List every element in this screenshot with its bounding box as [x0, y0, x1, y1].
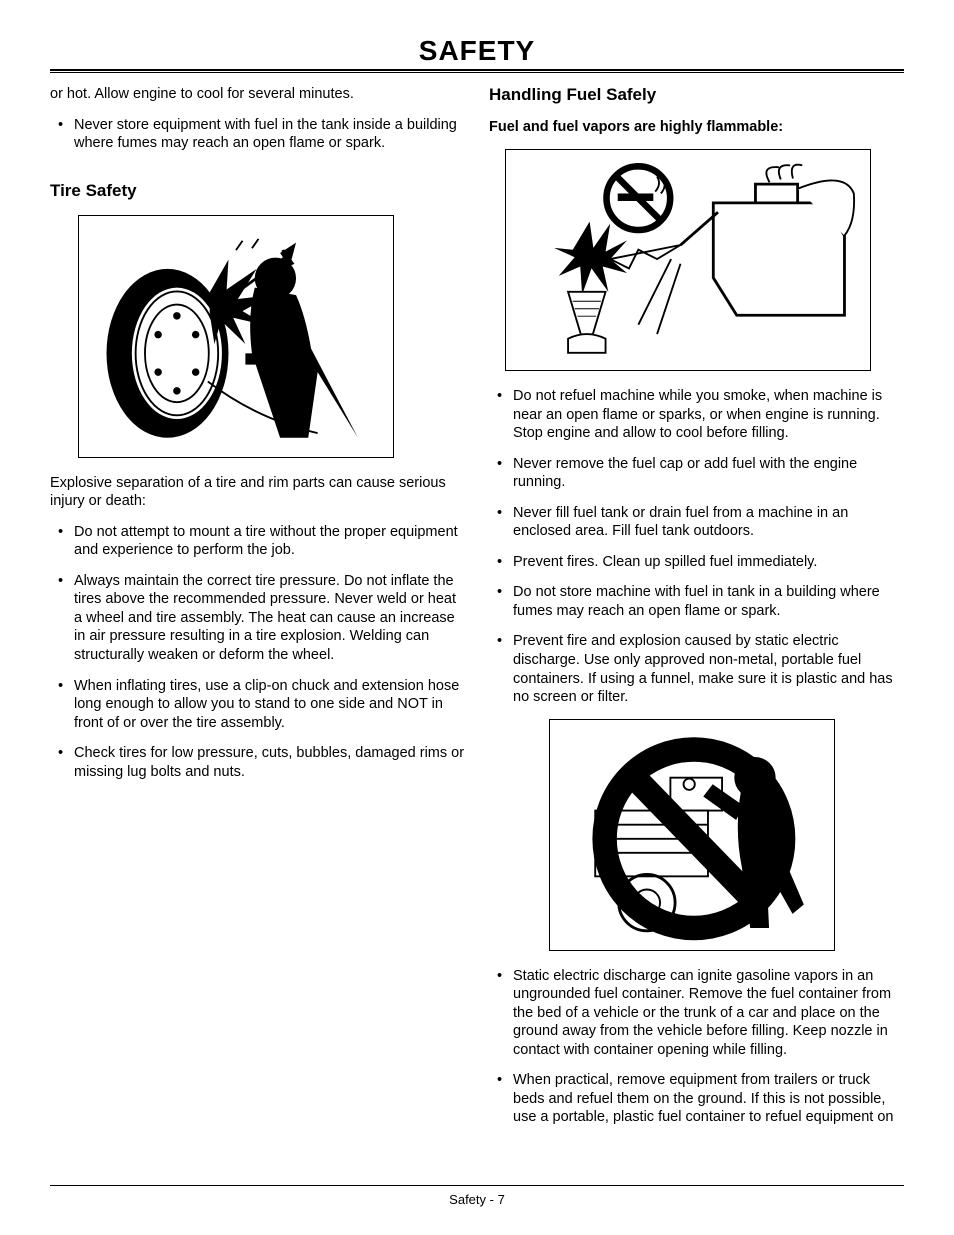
fuel-bot-bullet-0: Static electric discharge can ignite gas… [489, 967, 904, 1060]
fuel-top-bullet-4: Do not store machine with fuel in tank i… [489, 583, 904, 620]
fuel-top-bullet-5: Prevent fire and explosion caused by sta… [489, 632, 904, 706]
tire-explosion-figure [78, 215, 394, 458]
fuel-top-bullet-0: Do not refuel machine while you smoke, w… [489, 387, 904, 443]
tire-bullet-0: Do not attempt to mount a tire without t… [50, 523, 465, 560]
fuel-refill-icon [513, 156, 863, 364]
tire-safety-heading: Tire Safety [50, 181, 465, 201]
footer-text: Safety - 7 [449, 1192, 505, 1207]
fuel-prohibit-icon [557, 726, 827, 944]
fuel-lead: Fuel and fuel vapors are highly flammabl… [489, 119, 904, 135]
right-column: Handling Fuel Safely Fuel and fuel vapor… [489, 85, 904, 1167]
content-columns: or hot. Allow engine to cool for several… [50, 85, 904, 1167]
tire-bullet-3: Check tires for low pressure, cuts, bubb… [50, 744, 465, 781]
fuel-refill-figure [505, 149, 871, 371]
tire-lead-text: Explosive separation of a tire and rim p… [50, 474, 465, 511]
tire-bullet-1: Always maintain the correct tire pressur… [50, 572, 465, 665]
fuel-top-bullet-2: Never fill fuel tank or drain fuel from … [489, 504, 904, 541]
safety-page: SAFETY or hot. Allow engine to cool for … [0, 0, 954, 1235]
fuel-bot-bullet-1: When practical, remove equipment from tr… [489, 1071, 904, 1127]
bullet-storage: Never store equipment with fuel in the t… [50, 116, 465, 153]
fuel-top-bullet-1: Never remove the fuel cap or add fuel wi… [489, 455, 904, 492]
page-footer: Safety - 7 [50, 1185, 904, 1207]
title-rule [50, 69, 904, 73]
fuel-prohibit-figure [549, 719, 835, 951]
fuel-top-bullet-3: Prevent fires. Clean up spilled fuel imm… [489, 553, 904, 572]
continuation-text: or hot. Allow engine to cool for several… [50, 85, 465, 104]
tire-explosion-icon [86, 222, 386, 450]
fuel-heading: Handling Fuel Safely [489, 85, 904, 105]
left-column: or hot. Allow engine to cool for several… [50, 85, 465, 1167]
tire-bullet-2: When inflating tires, use a clip-on chuc… [50, 677, 465, 733]
page-title: SAFETY [50, 35, 904, 67]
